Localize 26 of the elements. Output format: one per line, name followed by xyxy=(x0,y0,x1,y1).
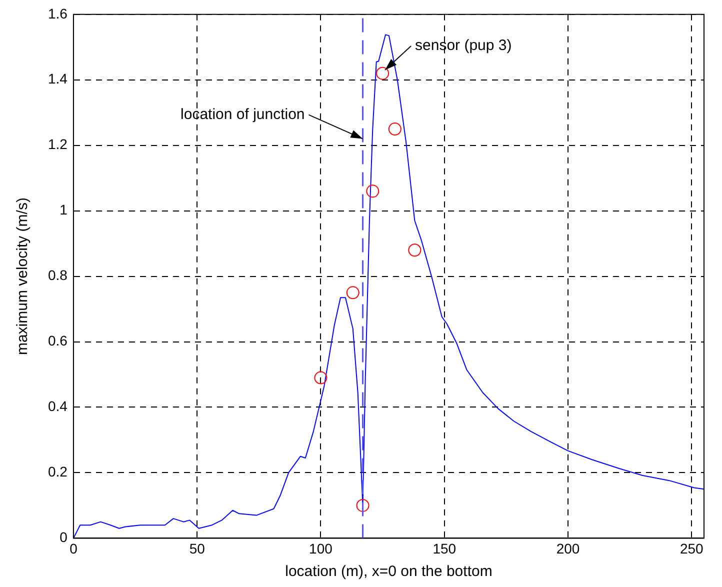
x-tick-label: 0 xyxy=(70,540,78,556)
y-tick-label: 1.2 xyxy=(48,136,68,152)
y-axis-title: maximum velocity (m/s) xyxy=(14,198,32,356)
annotation: location of junction xyxy=(180,106,305,123)
x-tick-label: 50 xyxy=(189,540,206,556)
y-tick-label: 1.4 xyxy=(48,70,68,87)
point xyxy=(366,184,380,198)
point xyxy=(356,498,370,512)
x-tick-label: 250 xyxy=(680,540,704,556)
x-tick-label: 200 xyxy=(556,540,580,556)
point xyxy=(408,244,422,257)
annotation: sensor (pup 3) xyxy=(415,37,512,54)
x-axis-title: location (m), x=0 on the bottom xyxy=(285,563,492,580)
y-tick-label: 1 xyxy=(60,202,68,218)
point xyxy=(314,371,328,384)
y-tick-label: 0.4 xyxy=(48,398,68,414)
x-tick-label: 100 xyxy=(309,540,333,556)
y-tick-label: 0.2 xyxy=(48,464,68,480)
y-tick-label: 0 xyxy=(60,529,68,546)
y-tick-label: 0.6 xyxy=(48,332,68,349)
x-tick-label: 150 xyxy=(432,540,456,556)
point xyxy=(388,122,402,136)
point xyxy=(376,66,390,80)
y-tick-label: 0.8 xyxy=(48,267,68,284)
point xyxy=(346,286,360,300)
y-tick-label: 1.6 xyxy=(48,5,68,22)
